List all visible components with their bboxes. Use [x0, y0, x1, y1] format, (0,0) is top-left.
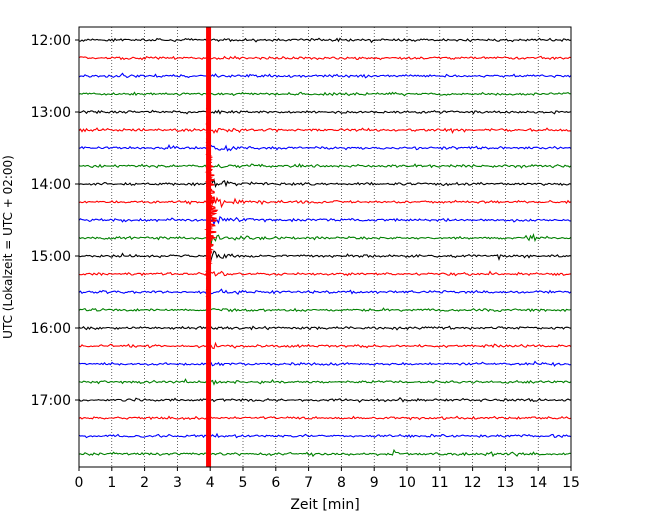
seismic-trace	[78, 448, 572, 458]
seismic-trace	[78, 196, 572, 211]
x-tick-label: 3	[173, 475, 182, 491]
x-tick-label: 0	[75, 475, 84, 491]
x-tick-label: 14	[529, 475, 547, 491]
seismic-trace	[78, 432, 572, 439]
plot-frame	[78, 26, 572, 468]
y-axis-label: UTC (Lokalzeit = UTC + 02:00)	[1, 155, 15, 339]
seismic-trace	[78, 378, 572, 386]
seismic-trace	[78, 415, 572, 421]
y-tick-label: 13:00	[31, 105, 71, 121]
x-tick-label: 13	[496, 475, 514, 491]
seismic-trace	[78, 325, 572, 331]
x-tick-label: 15	[562, 475, 580, 491]
x-tick-label: 9	[370, 475, 379, 491]
seismic-trace	[78, 288, 572, 295]
seismic-trace	[78, 127, 572, 135]
y-tick-label: 14:00	[31, 177, 71, 193]
y-ticks: 12:00 13:00 14:00 15:00 16:00 17:00	[31, 33, 79, 409]
x-tick-label: 8	[337, 475, 346, 491]
seismic-trace	[78, 72, 572, 79]
x-tick-label: 4	[206, 475, 215, 491]
seismic-trace	[78, 306, 572, 313]
y-tick-label: 16:00	[31, 321, 71, 337]
seismic-trace	[78, 177, 572, 190]
event-band	[203, 27, 219, 467]
seismic-trace	[78, 341, 572, 350]
x-tick-label: 10	[398, 475, 416, 491]
y-tick-label: 12:00	[31, 33, 71, 49]
seismic-trace	[78, 144, 572, 154]
seismic-trace	[78, 160, 572, 169]
seismic-trace	[78, 250, 572, 262]
x-tick-label: 5	[239, 475, 248, 491]
x-tick-label: 6	[271, 475, 280, 491]
y-tick-label: 15:00	[31, 249, 71, 265]
event-coda	[203, 103, 219, 300]
seismic-trace	[78, 232, 572, 247]
seismic-trace	[78, 397, 572, 403]
seismic-trace	[78, 268, 572, 277]
x-tick-label: 2	[140, 475, 149, 491]
x-axis-label: Zeit [min]	[290, 497, 359, 513]
x-ticks: 0 1 2 3 4 5 6 7 8 9 10 11 12 13 14 15	[75, 467, 580, 491]
trace-lines	[78, 37, 572, 458]
seismic-trace	[78, 360, 572, 367]
y-tick-label: 17:00	[31, 393, 71, 409]
seismic-trace	[78, 37, 572, 44]
seismic-trace	[78, 91, 572, 98]
seismic-trace	[78, 109, 572, 115]
x-tick-label: 1	[107, 475, 116, 491]
x-tick-label: 7	[304, 475, 313, 491]
seismic-trace	[78, 215, 572, 226]
x-tick-label: 11	[431, 475, 449, 491]
x-tick-label: 12	[464, 475, 482, 491]
seismic-trace	[78, 55, 572, 61]
